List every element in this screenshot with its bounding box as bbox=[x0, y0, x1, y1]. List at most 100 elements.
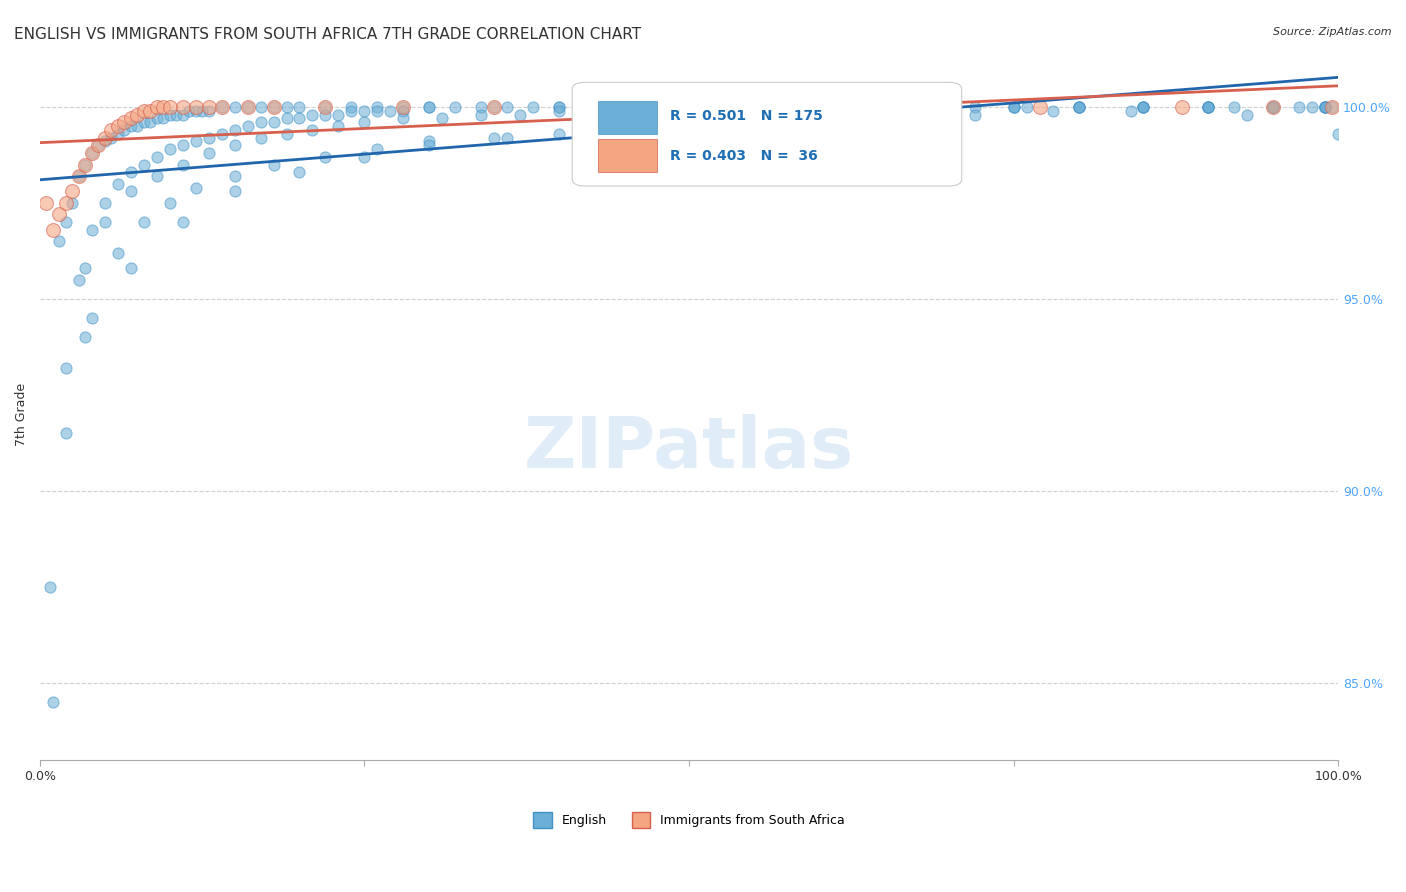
Point bbox=[179, 103, 201, 118]
Point bbox=[197, 130, 219, 145]
Point bbox=[145, 169, 167, 183]
Point bbox=[509, 107, 531, 121]
Point bbox=[392, 103, 415, 118]
Point bbox=[807, 112, 830, 126]
Point bbox=[1263, 100, 1285, 114]
Point bbox=[249, 115, 271, 129]
Point bbox=[75, 157, 97, 171]
Point bbox=[145, 150, 167, 164]
Point bbox=[93, 215, 115, 229]
Point bbox=[42, 223, 65, 237]
Point bbox=[263, 100, 285, 114]
Point bbox=[1002, 100, 1025, 114]
Point bbox=[112, 123, 135, 137]
Point bbox=[678, 119, 700, 133]
Point bbox=[600, 100, 623, 114]
Point bbox=[93, 195, 115, 210]
Point bbox=[328, 107, 350, 121]
Point bbox=[1320, 100, 1343, 114]
Point bbox=[938, 100, 960, 114]
Point bbox=[496, 130, 519, 145]
Text: ZIPatlas: ZIPatlas bbox=[524, 414, 853, 483]
Point bbox=[742, 115, 765, 129]
Point bbox=[418, 138, 440, 153]
Point bbox=[93, 135, 115, 149]
Point bbox=[107, 177, 129, 191]
Point bbox=[366, 103, 388, 118]
Point bbox=[107, 245, 129, 260]
Point bbox=[1301, 100, 1323, 114]
Point bbox=[1028, 100, 1050, 114]
Point bbox=[120, 119, 142, 133]
Point bbox=[742, 100, 765, 114]
Point bbox=[120, 185, 142, 199]
Point bbox=[678, 100, 700, 114]
Point bbox=[314, 150, 336, 164]
Point bbox=[211, 127, 233, 141]
Point bbox=[938, 103, 960, 118]
Point bbox=[1197, 100, 1219, 114]
Point bbox=[574, 100, 596, 114]
Text: Source: ZipAtlas.com: Source: ZipAtlas.com bbox=[1274, 27, 1392, 37]
Point bbox=[224, 100, 246, 114]
Point bbox=[769, 100, 792, 114]
Point bbox=[55, 361, 77, 376]
FancyBboxPatch shape bbox=[572, 82, 962, 186]
Point bbox=[1132, 100, 1154, 114]
Point bbox=[112, 115, 135, 129]
Point bbox=[1132, 100, 1154, 114]
Point bbox=[1197, 100, 1219, 114]
Point bbox=[120, 261, 142, 276]
Point bbox=[574, 123, 596, 137]
Point bbox=[276, 112, 298, 126]
Point bbox=[184, 103, 207, 118]
Point bbox=[172, 138, 194, 153]
Point bbox=[314, 107, 336, 121]
Point bbox=[145, 112, 167, 126]
Point bbox=[55, 426, 77, 441]
Point bbox=[39, 580, 62, 594]
Point bbox=[613, 123, 636, 137]
Point bbox=[48, 235, 70, 249]
Point bbox=[165, 107, 187, 121]
Point bbox=[132, 215, 155, 229]
Point bbox=[1236, 107, 1258, 121]
Point bbox=[263, 100, 285, 114]
Point bbox=[197, 103, 219, 118]
Point bbox=[1288, 100, 1310, 114]
Point bbox=[159, 142, 181, 156]
Point bbox=[224, 123, 246, 137]
Point bbox=[191, 103, 214, 118]
Point bbox=[288, 165, 311, 179]
Point bbox=[288, 112, 311, 126]
Point bbox=[159, 195, 181, 210]
Point bbox=[93, 130, 115, 145]
Point bbox=[652, 119, 675, 133]
Point bbox=[127, 107, 149, 121]
Point bbox=[548, 100, 571, 114]
Point bbox=[678, 100, 700, 114]
Text: R = 0.403   N =  36: R = 0.403 N = 36 bbox=[669, 149, 817, 162]
Point bbox=[340, 100, 363, 114]
Point bbox=[236, 100, 259, 114]
Point bbox=[172, 100, 194, 114]
Point bbox=[249, 130, 271, 145]
Point bbox=[782, 100, 804, 114]
Point bbox=[807, 112, 830, 126]
Point bbox=[1315, 100, 1337, 114]
Point bbox=[392, 100, 415, 114]
Point bbox=[1132, 100, 1154, 114]
Point bbox=[366, 142, 388, 156]
Point bbox=[55, 215, 77, 229]
Point bbox=[730, 100, 752, 114]
Point bbox=[496, 100, 519, 114]
Point bbox=[807, 100, 830, 114]
Point bbox=[120, 165, 142, 179]
Point bbox=[859, 100, 882, 114]
Point bbox=[613, 100, 636, 114]
Point bbox=[172, 157, 194, 171]
Point bbox=[67, 273, 90, 287]
Point bbox=[353, 103, 375, 118]
Point bbox=[197, 100, 219, 114]
Point bbox=[1315, 100, 1337, 114]
